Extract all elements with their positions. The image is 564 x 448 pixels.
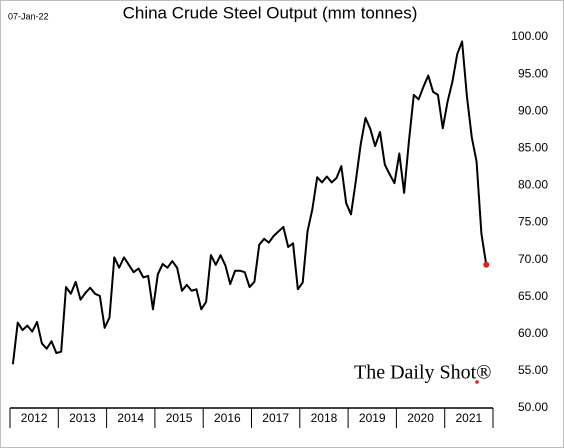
watermark-dot	[475, 380, 479, 384]
y-tick-label: 70.00	[518, 252, 548, 266]
line	[11, 40, 488, 365]
date-label: 07-Jan-22	[8, 11, 49, 21]
y-tick-label: 100.00	[511, 29, 548, 43]
x-tick-label: 2018	[311, 411, 338, 425]
x-tick-label: 2013	[69, 411, 96, 425]
x-tick-label: 2021	[455, 411, 482, 425]
chart-title: China Crude Steel Output (mm tonnes)	[123, 3, 418, 22]
x-tick-label: 2020	[407, 411, 434, 425]
x-tick-label: 2012	[21, 411, 48, 425]
x-tick-label: 2016	[214, 411, 241, 425]
y-tick-label: 95.00	[518, 66, 548, 80]
y-tick-label: 90.00	[518, 103, 548, 117]
x-tick-label: 2014	[117, 411, 144, 425]
y-tick-label: 75.00	[518, 215, 548, 229]
y-tick-label: 50.00	[518, 400, 548, 414]
y-tick-label: 60.00	[518, 326, 548, 340]
y-tick-label: 85.00	[518, 140, 548, 154]
x-tick-label: 2019	[359, 411, 386, 425]
watermark: The Daily Shot®	[354, 362, 491, 384]
y-tick-label: 55.00	[518, 363, 548, 377]
y-tick-label: 80.00	[518, 178, 548, 192]
x-tick-label: 2017	[262, 411, 289, 425]
x-tick-label: 2015	[166, 411, 193, 425]
last-point	[483, 261, 490, 268]
y-tick-label: 65.00	[518, 289, 548, 303]
